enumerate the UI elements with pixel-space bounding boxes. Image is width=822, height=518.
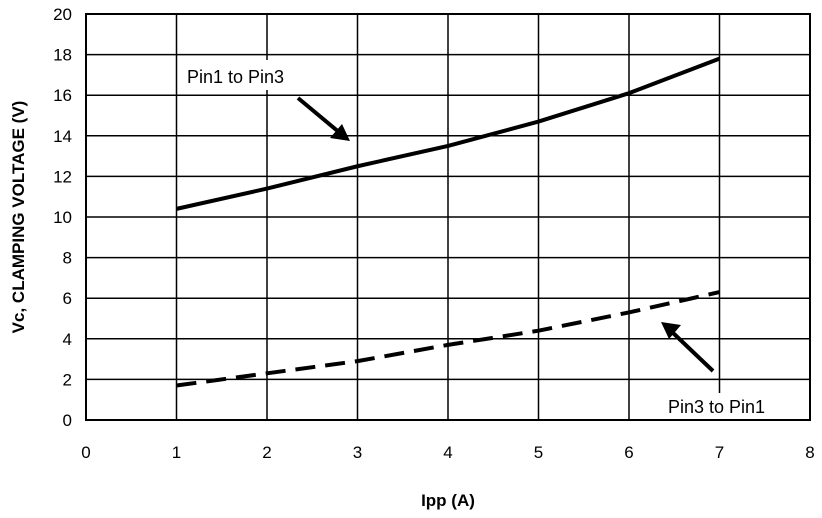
y-tick-label-3: 6	[63, 289, 72, 308]
x-tick-labels: 0 1 2 3 4 5 6 7 8	[81, 443, 814, 462]
y-tick-label-5: 10	[53, 208, 72, 227]
y-tick-label-9: 18	[53, 46, 72, 65]
x-tick-label-5: 5	[534, 443, 543, 462]
arrow-pin3-to-pin1	[661, 322, 715, 373]
x-tick-label-0: 0	[81, 443, 90, 462]
y-tick-label-10: 20	[53, 5, 72, 24]
y-tick-label-6: 12	[53, 167, 72, 186]
annotation-pin3-to-pin1: Pin3 to Pin1	[668, 397, 765, 417]
y-tick-label-1: 2	[63, 370, 72, 389]
y-tick-label-4: 8	[63, 249, 72, 268]
x-tick-label-6: 6	[624, 443, 633, 462]
series-line-0	[176, 56, 721, 211]
y-tick-label-0: 0	[63, 411, 72, 430]
annotation-box-pin3-to-pin1	[664, 393, 809, 419]
x-tick-label-7: 7	[715, 443, 724, 462]
x-tick-label-3: 3	[353, 443, 362, 462]
annotation-pin1-to-pin3: Pin1 to Pin3	[187, 67, 284, 87]
x-tick-label-4: 4	[443, 443, 452, 462]
y-tick-label-2: 4	[63, 330, 72, 349]
plot-frame	[85, 13, 811, 421]
y-axis-title: Vc, CLAMPING VOLTAGE (V)	[9, 101, 28, 334]
x-axis-title: Ipp (A)	[421, 491, 475, 510]
y-tick-label-8: 16	[53, 86, 72, 105]
y-tick-labels: 0 2 4 6 8 10 12 14 16 18 20	[53, 5, 72, 430]
y-tick-label-7: 14	[53, 127, 72, 146]
series-line-1	[176, 290, 720, 388]
series-lines	[176, 56, 721, 388]
x-tick-label-8: 8	[805, 443, 814, 462]
x-tick-label-1: 1	[172, 443, 181, 462]
arrow-pin1-to-pin3	[296, 96, 350, 141]
annotation-box-pin1-to-pin3	[183, 60, 323, 90]
x-tick-label-2: 2	[262, 443, 271, 462]
